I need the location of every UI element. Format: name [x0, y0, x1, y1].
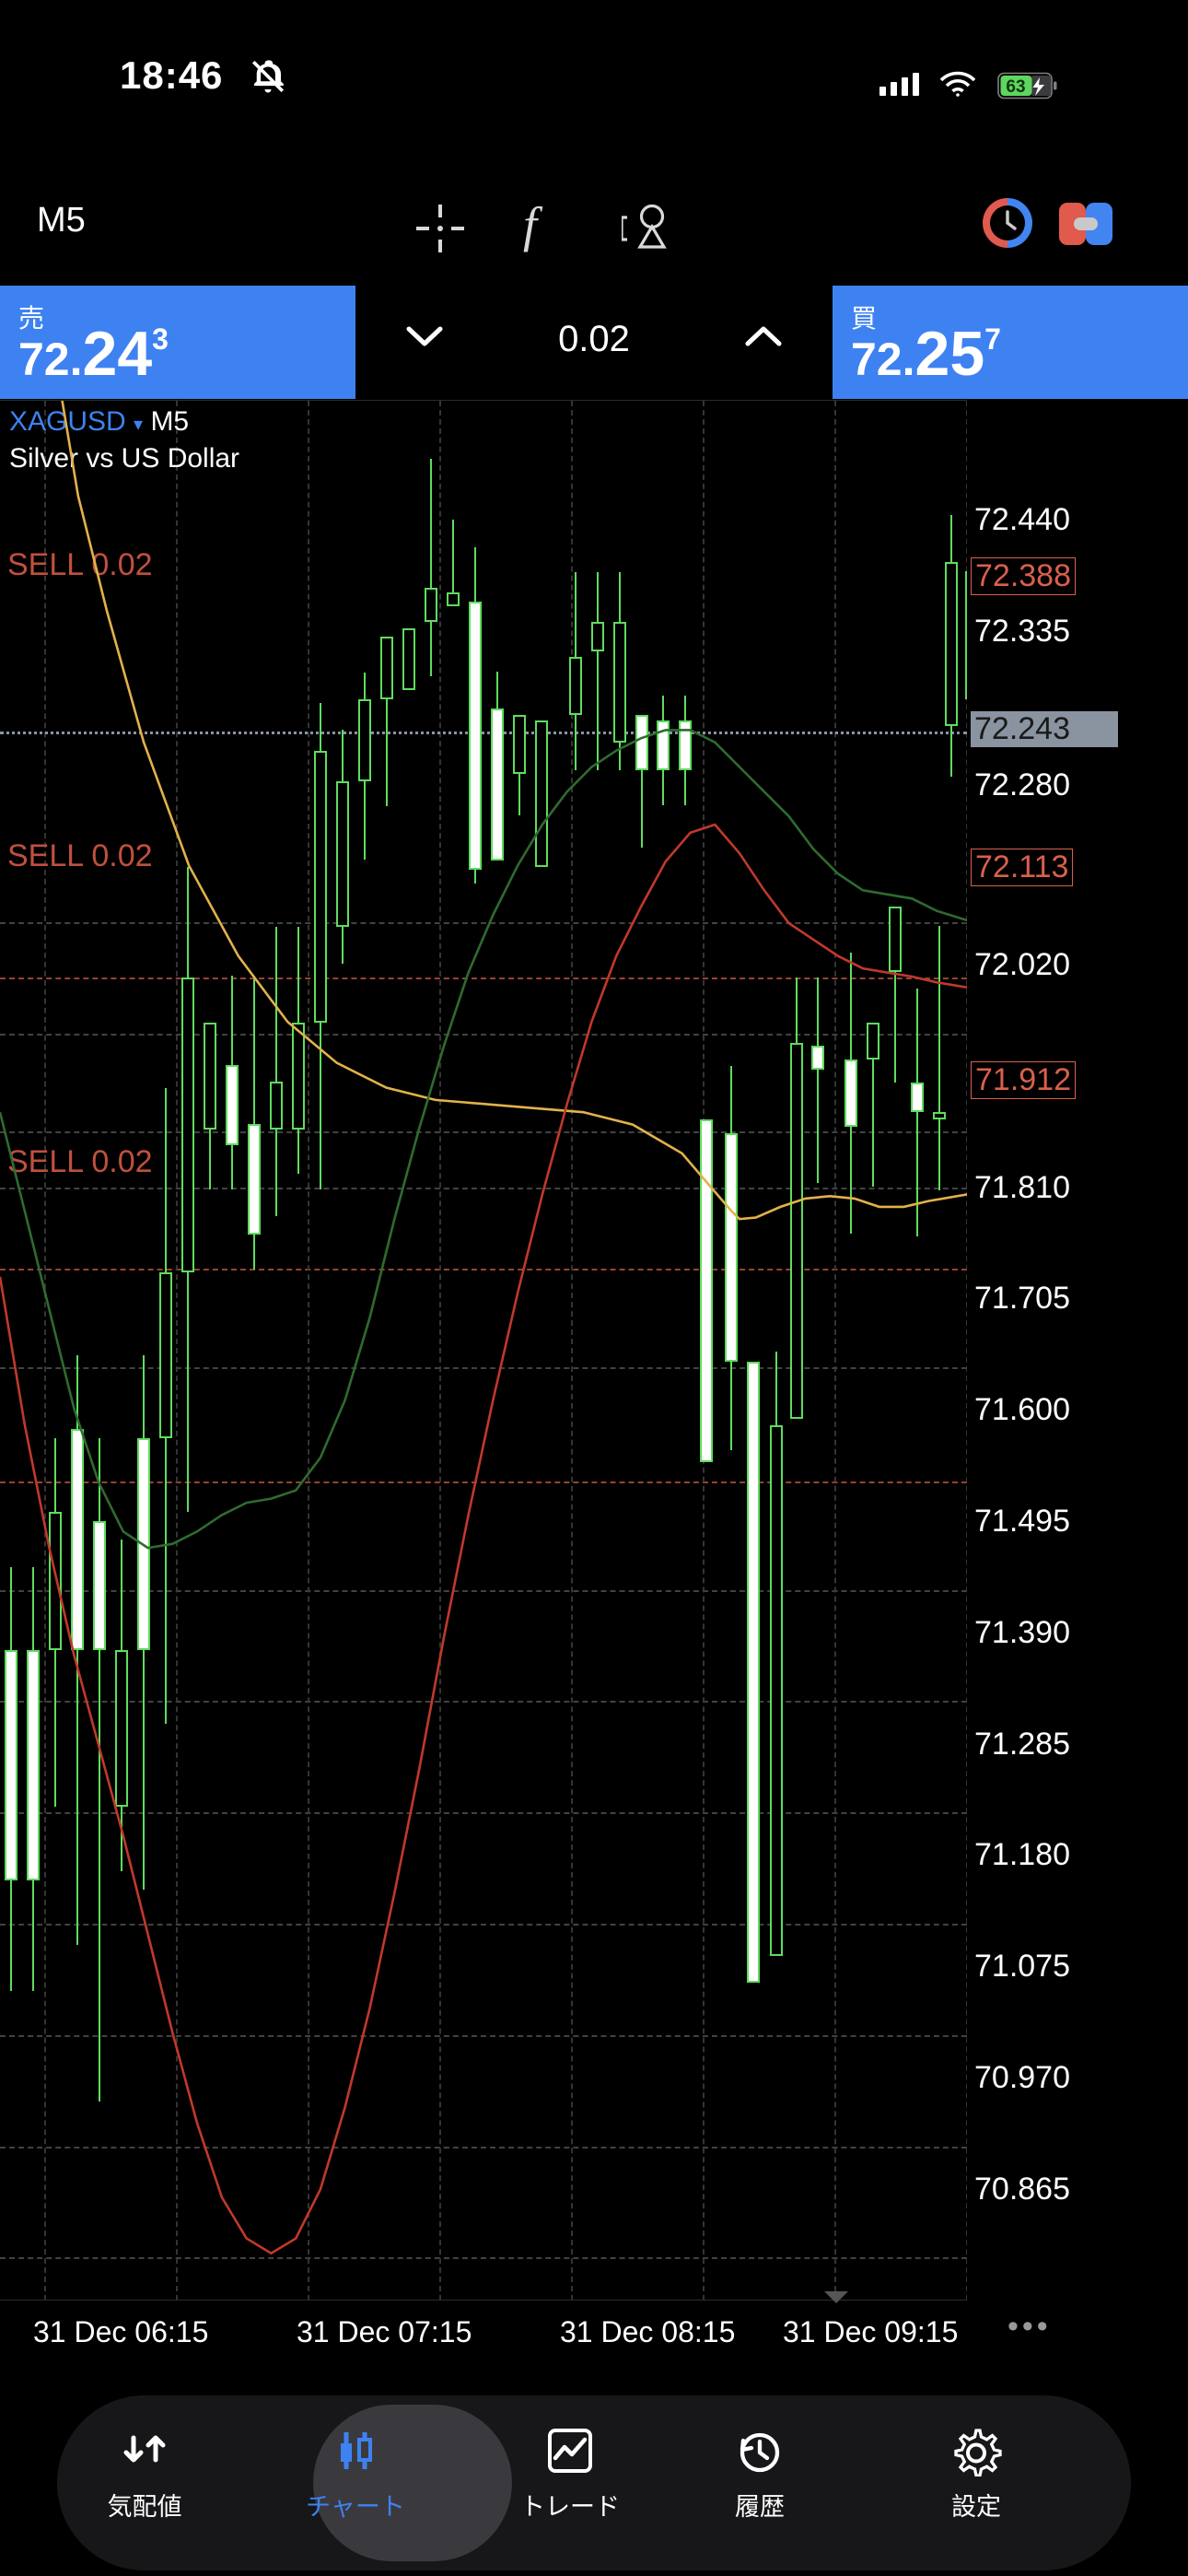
svg-text:63: 63 [1006, 77, 1025, 97]
